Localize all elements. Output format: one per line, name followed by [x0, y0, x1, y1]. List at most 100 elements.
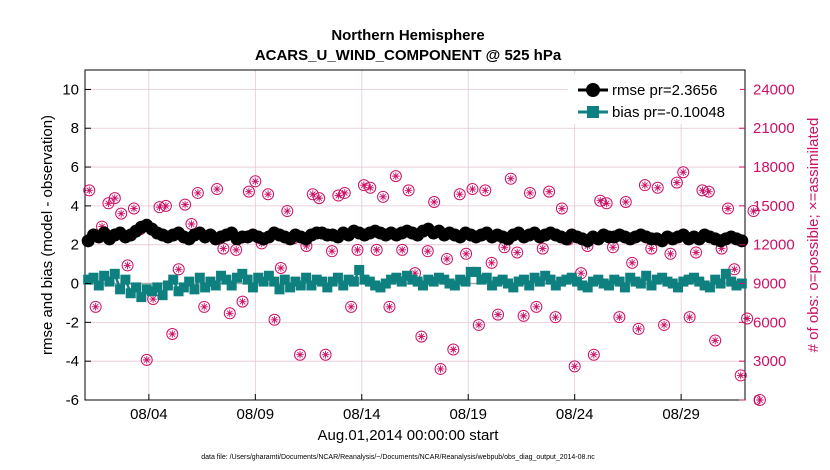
- obs-assimilated-marker: [155, 203, 164, 211]
- obs-assimilated-marker: [730, 265, 739, 274]
- obs-assimilated-marker: [621, 198, 630, 206]
- bias-point: [720, 268, 731, 279]
- bias-point: [428, 276, 439, 287]
- obs-point: [530, 300, 543, 313]
- obs-assimilated-marker: [743, 314, 751, 323]
- bias-point: [205, 276, 216, 287]
- bias-point: [673, 282, 684, 293]
- bias-point: [646, 280, 657, 291]
- bias-point: [242, 274, 253, 285]
- obs-assimilated-marker: [417, 332, 426, 341]
- bias-point: [556, 276, 567, 287]
- obs-point: [159, 199, 172, 212]
- obs-point: [523, 186, 536, 199]
- obs-possible-marker: [83, 184, 96, 197]
- obs-assimilated-marker: [366, 183, 375, 192]
- obs-possible-marker: [211, 183, 223, 196]
- obs-point: [734, 369, 747, 382]
- obs-point: [223, 307, 236, 320]
- bias-point: [688, 272, 699, 283]
- bias-point: [237, 268, 248, 279]
- obs-possible-marker: [523, 186, 536, 199]
- bias-point: [603, 280, 614, 291]
- bias-point: [683, 274, 694, 285]
- bias-point: [274, 284, 285, 295]
- bias-point: [614, 276, 625, 287]
- obs-point: [664, 247, 677, 260]
- obs-assimilated-marker: [149, 295, 157, 303]
- obs-possible-marker: [357, 179, 370, 192]
- obs-assimilated-marker: [628, 259, 636, 267]
- obs-assimilated-marker: [462, 249, 470, 258]
- obs-assimilated-marker: [411, 269, 419, 277]
- obs-possible-marker: [242, 185, 255, 198]
- obs-possible-marker: [351, 243, 364, 256]
- obs-assimilated-marker: [398, 246, 407, 254]
- obs-assimilated-marker: [468, 185, 477, 193]
- legend: rmse pr=2.3656 bias pr=-0.10048: [568, 74, 740, 124]
- bias-point: [327, 276, 338, 287]
- obs-point: [140, 353, 153, 366]
- bias-point: [657, 272, 668, 283]
- x-tick-label: 08/14: [343, 406, 381, 423]
- bias-series: [83, 264, 747, 303]
- obs-possible-marker: [466, 183, 479, 196]
- obs-assimilated-marker: [321, 350, 330, 359]
- bias-point: [141, 284, 152, 295]
- bias-point: [168, 274, 179, 285]
- obs-point: [396, 243, 409, 256]
- obs-possible-marker: [402, 184, 415, 197]
- obs-point: [549, 311, 562, 324]
- obs-point: [632, 322, 645, 335]
- obs-point: [357, 179, 370, 192]
- bias-point: [354, 264, 365, 275]
- obs-possible-marker: [517, 309, 530, 322]
- plot-area-frame: [84, 69, 746, 401]
- obs-point: [191, 186, 204, 199]
- bias-point: [285, 282, 296, 293]
- bias-point: [364, 276, 375, 287]
- obs-point: [709, 334, 722, 347]
- obs-assimilated-marker: [558, 204, 566, 213]
- obs-assimilated-marker: [736, 371, 745, 380]
- obs-assimilated-marker: [615, 313, 624, 321]
- bias-point: [502, 278, 513, 289]
- obs-assimilated-marker: [334, 191, 343, 200]
- obs-point: [651, 181, 664, 194]
- bias-point: [386, 274, 397, 285]
- obs-assimilated-marker: [162, 202, 170, 210]
- bias-point: [534, 276, 545, 287]
- obs-possible-marker: [281, 205, 294, 218]
- obs-point: [683, 311, 696, 324]
- obs-point: [677, 166, 690, 179]
- obs-assimilated-marker: [309, 190, 317, 199]
- obs-possible-marker: [306, 188, 319, 201]
- bias-point: [694, 276, 705, 287]
- obs-assimilated-marker: [142, 356, 151, 364]
- bias-point: [317, 276, 328, 287]
- obs-point: [536, 242, 549, 255]
- obs-point: [262, 188, 275, 201]
- bias-point: [396, 276, 407, 287]
- y-tick-label: 4: [71, 198, 79, 215]
- bias-point: [258, 276, 269, 287]
- obs-possible-marker: [179, 198, 192, 211]
- obs-assimilated-marker: [538, 244, 547, 253]
- bias-point: [93, 280, 104, 291]
- obs-possible-marker: [274, 262, 287, 274]
- obs-assimilated-marker: [353, 246, 362, 254]
- bias-point: [635, 278, 646, 289]
- y2-tick-label: 12000: [753, 237, 795, 254]
- obs-assimilated-marker: [372, 246, 381, 254]
- obs-assimilated-marker: [647, 244, 656, 253]
- obs-point: [230, 243, 243, 256]
- x-tick-label: 08/24: [556, 406, 594, 423]
- bias-point: [306, 280, 317, 291]
- obs-assimilated-marker: [436, 365, 445, 373]
- bias-point: [460, 276, 471, 287]
- obs-point: [383, 300, 396, 313]
- obs-assimilated-marker: [551, 313, 560, 321]
- obs-possible-marker: [364, 181, 377, 194]
- obs-assimilated-marker: [219, 244, 228, 253]
- obs-possible-marker: [313, 192, 326, 205]
